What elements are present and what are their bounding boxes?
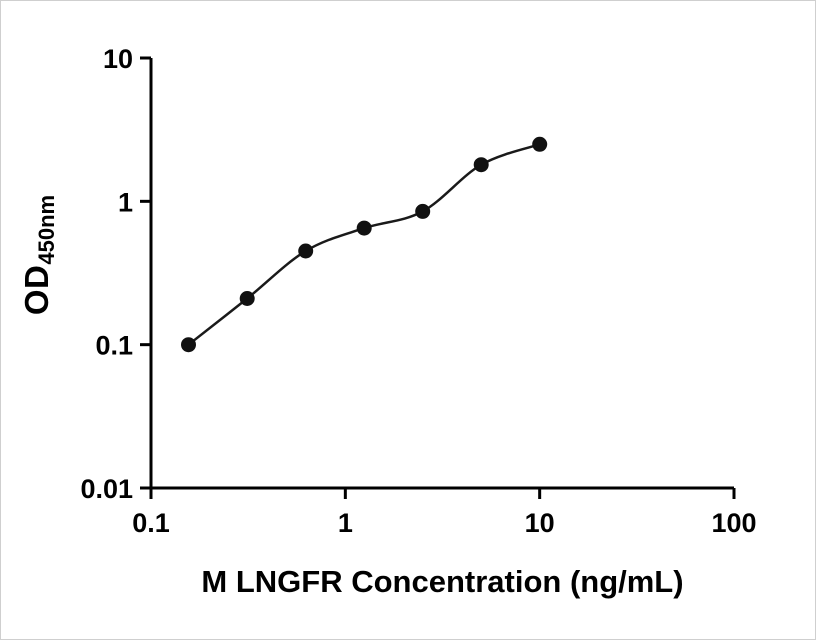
y-axis-title-main: OD xyxy=(18,264,55,316)
x-tick-label: 0.1 xyxy=(132,508,170,538)
data-point xyxy=(356,220,372,236)
y-tick-label: 1 xyxy=(118,187,133,217)
y-tick-label: 0.01 xyxy=(80,474,133,504)
y-axis-title: OD450nm xyxy=(18,195,60,315)
data-point xyxy=(239,291,255,306)
y-tick-label: 10 xyxy=(103,44,133,74)
x-tick-label: 100 xyxy=(711,508,756,538)
data-point xyxy=(532,136,548,152)
trend-line xyxy=(187,143,541,346)
x-axis-title: M LNGFR Concentration (ng/mL) xyxy=(201,564,684,599)
data-point xyxy=(415,203,431,219)
data-point xyxy=(473,157,489,173)
x-tick-label: 1 xyxy=(338,508,353,538)
x-tick-label: 10 xyxy=(525,508,555,538)
data-point xyxy=(298,243,314,259)
y-axis-title-sub: 450nm xyxy=(34,194,59,265)
y-tick-label: 0.1 xyxy=(95,331,133,361)
data-point xyxy=(181,337,196,353)
